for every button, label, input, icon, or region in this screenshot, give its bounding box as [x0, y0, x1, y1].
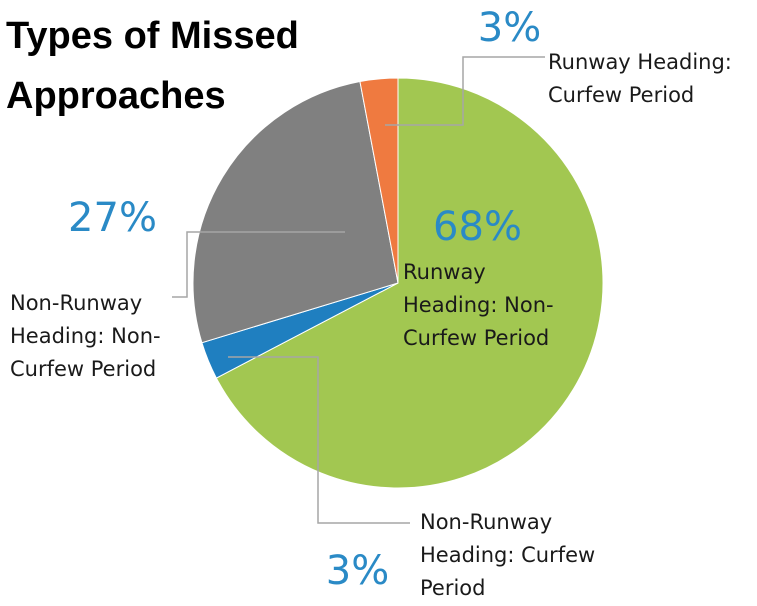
category-label: Non-Runway Heading: Non-Curfew Period — [10, 291, 161, 381]
data-label: 68% — [433, 204, 522, 250]
pie-slice — [215, 77, 604, 489]
leader-line — [385, 56, 545, 126]
chart-title: Types of Missed Approaches — [6, 15, 299, 117]
category-label: Non-Runway Heading: Curfew Period — [420, 510, 596, 600]
data-label: 3% — [325, 548, 390, 594]
data-label: 27% — [68, 195, 157, 241]
pie-slice — [359, 77, 399, 284]
leader-line — [172, 231, 345, 298]
category-label: Runway Heading: Non-Curfew Period — [403, 260, 554, 350]
leader-line — [228, 356, 410, 524]
data-label: 3% — [477, 5, 542, 51]
pie-slice — [192, 80, 399, 344]
category-label: Runway Heading: Curfew Period — [548, 50, 732, 107]
